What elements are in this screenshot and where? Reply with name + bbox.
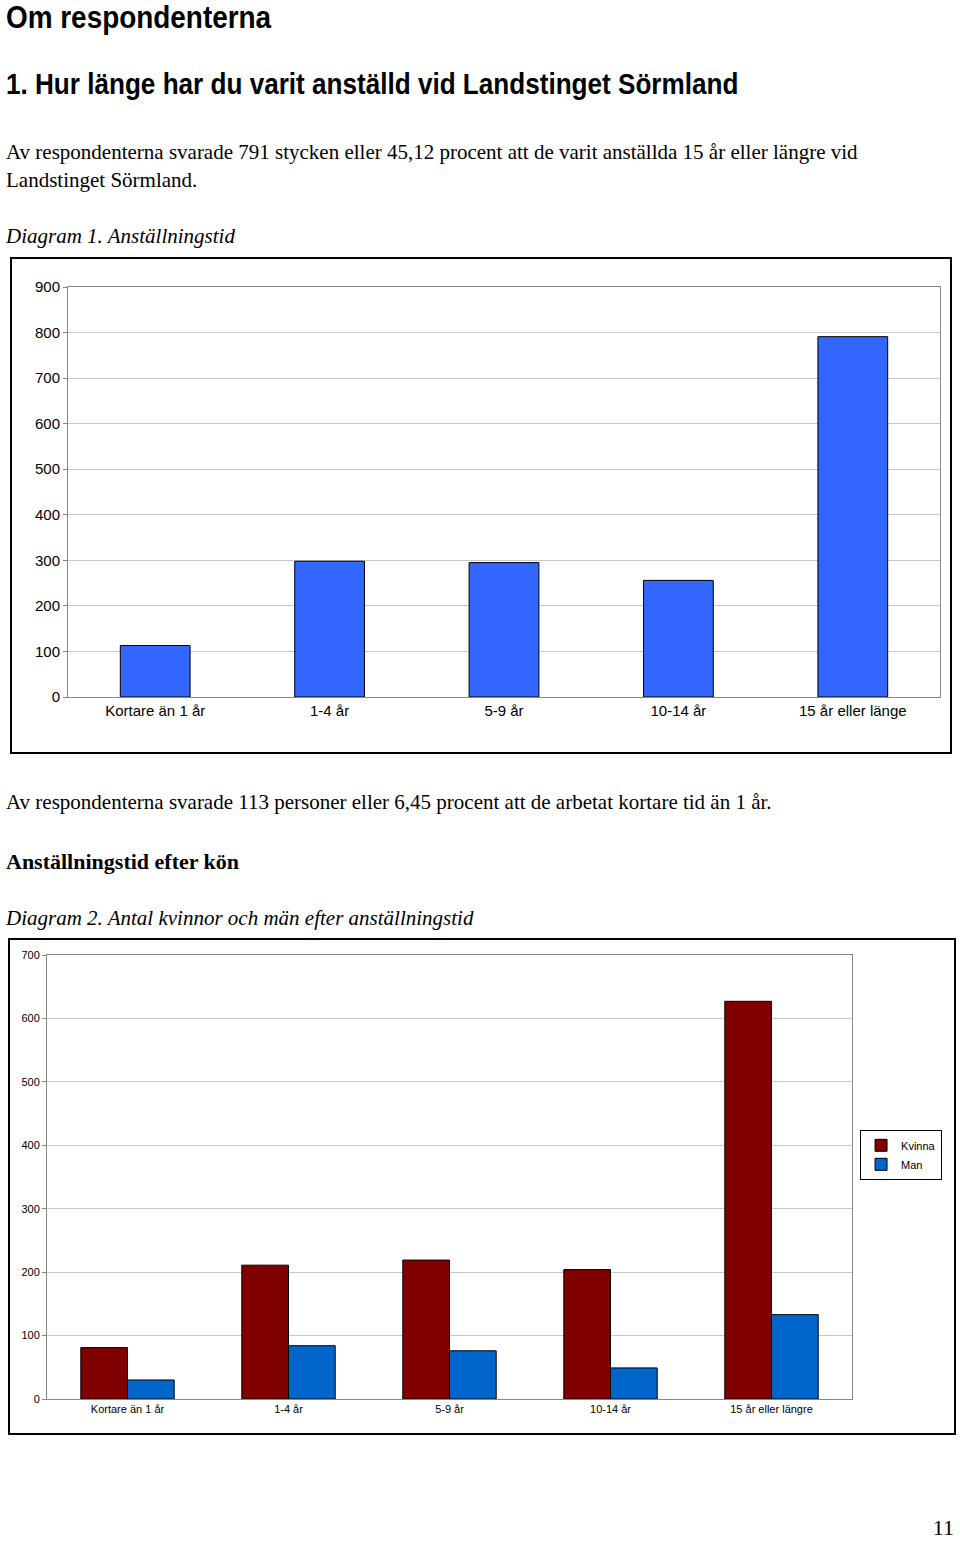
svg-text:5-9 år: 5-9 år <box>435 1403 464 1415</box>
svg-text:700: 700 <box>21 949 39 961</box>
html-text:Diagram 2. Antal kvinnor och m: Diagram 2. Antal kvinnor och män efter a… <box>6 906 474 930</box>
svg-text:15 år eller längre: 15 år eller längre <box>730 1403 813 1415</box>
svg-text:10-14 år: 10-14 år <box>650 702 706 719</box>
svg-text:500: 500 <box>21 1076 39 1088</box>
svg-text:100: 100 <box>21 1329 39 1341</box>
svg-text:Kortare än 1 år: Kortare än 1 år <box>91 1403 165 1415</box>
svg-text:Kvinna: Kvinna <box>901 1140 936 1152</box>
svg-text:1-4 år: 1-4 år <box>310 702 349 719</box>
svg-text:15 år eller länge: 15 år eller länge <box>799 702 907 719</box>
html-text:Om respondenterna: Om respondenterna <box>6 0 272 35</box>
svg-text:10-14 år: 10-14 år <box>590 1403 631 1415</box>
html-text:11: 11 <box>932 1515 954 1540</box>
svg-text:Kortare än 1 år: Kortare än 1 år <box>105 702 205 719</box>
svg-text:0: 0 <box>52 688 60 705</box>
svg-text:200: 200 <box>35 597 60 614</box>
svg-text:500: 500 <box>35 460 60 477</box>
html-text:Anställningstid efter kön: Anställningstid efter kön <box>6 849 240 874</box>
svg-text:5-9 år: 5-9 år <box>484 702 523 719</box>
svg-text:300: 300 <box>21 1203 39 1215</box>
html-text:Av respondenterna svarade 791: Av respondenterna svarade 791 stycken el… <box>6 140 858 192</box>
html-text:Av respondenterna svarade 113: Av respondenterna svarade 113 personer e… <box>6 790 772 814</box>
svg-text:400: 400 <box>21 1139 39 1151</box>
svg-text:400: 400 <box>35 506 60 523</box>
svg-text:700: 700 <box>35 369 60 386</box>
svg-text:0: 0 <box>34 1393 40 1405</box>
html-text:Diagram 1. Anställningstid: Diagram 1. Anställningstid <box>6 224 235 248</box>
svg-text:1-4 år: 1-4 år <box>274 1403 303 1415</box>
svg-text:600: 600 <box>35 415 60 432</box>
html-text:1. Hur länge har du varit anst: 1. Hur länge har du varit anställd vid L… <box>6 68 739 100</box>
svg-text:300: 300 <box>35 552 60 569</box>
svg-text:200: 200 <box>21 1266 39 1278</box>
svg-text:100: 100 <box>35 643 60 660</box>
svg-text:900: 900 <box>35 278 60 295</box>
svg-text:800: 800 <box>35 324 60 341</box>
svg-text:600: 600 <box>21 1012 39 1024</box>
svg-text:Man: Man <box>901 1159 922 1171</box>
